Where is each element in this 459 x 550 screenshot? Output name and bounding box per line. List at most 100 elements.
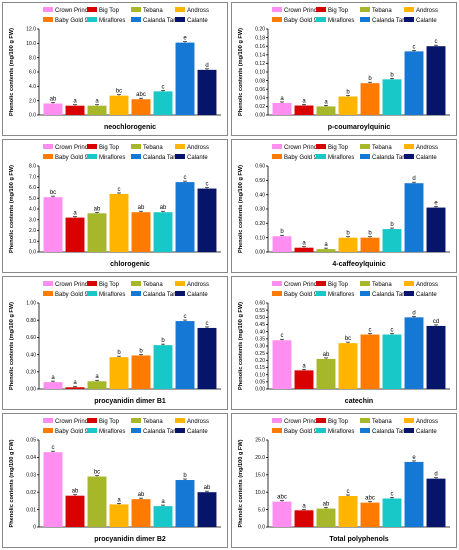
legend-item: Tebana bbox=[360, 144, 392, 151]
significance-label: ab bbox=[323, 352, 330, 358]
bar-big-top bbox=[294, 105, 314, 115]
significance-label: a bbox=[51, 375, 55, 381]
legend-label: Big Top bbox=[328, 282, 349, 288]
legend-label: Tebana bbox=[143, 8, 163, 14]
significance-label: ab bbox=[160, 205, 167, 211]
legend-label: Big Top bbox=[99, 419, 120, 425]
significance-label: a bbox=[73, 380, 77, 386]
chart-total-polyphenols: Crown Princess Big Top Tebana Andross Baby G… bbox=[238, 418, 450, 543]
legend-item: Calante bbox=[404, 17, 437, 24]
legend-swatch bbox=[131, 291, 141, 296]
bar-baby-gold-9 bbox=[360, 237, 380, 252]
legend-label: Tebana bbox=[372, 282, 392, 288]
y-tick-label: 1.0 bbox=[29, 239, 36, 245]
significance-label: a bbox=[302, 241, 306, 247]
y-tick-label: 0.00 bbox=[255, 387, 265, 393]
legend-label: Calante bbox=[416, 292, 437, 298]
legend-item: Big Top bbox=[316, 7, 349, 14]
legend-label: Big Top bbox=[99, 8, 120, 14]
y-tick-label: 6.0 bbox=[29, 185, 36, 191]
significance-label: a bbox=[95, 99, 99, 105]
bar-tebana bbox=[87, 213, 107, 252]
bar-miraflores bbox=[382, 79, 402, 115]
significance-label: bc bbox=[50, 190, 56, 196]
legend-label: Andross bbox=[187, 145, 209, 151]
legend-item: Calante bbox=[175, 17, 208, 24]
legend-item: Baby Gold 9 bbox=[43, 17, 89, 24]
legend-swatch bbox=[87, 17, 97, 22]
y-axis-label: Phenolic contents (mg/100 g FW) bbox=[9, 28, 15, 116]
legend-swatch bbox=[175, 281, 185, 286]
bar-andross bbox=[338, 96, 358, 115]
significance-label: a bbox=[302, 99, 306, 105]
bar-calanda-tardio bbox=[404, 317, 424, 389]
significance-label: bc bbox=[94, 469, 100, 475]
chart-title: neochlorogenic bbox=[104, 124, 156, 131]
legend-swatch bbox=[404, 144, 414, 149]
legend-label: Miraflores bbox=[328, 18, 354, 24]
significance-label: ab bbox=[94, 206, 101, 212]
legend-swatch bbox=[131, 17, 141, 22]
legend-swatch bbox=[87, 7, 97, 12]
legend-item: Crown Princess bbox=[272, 281, 326, 288]
y-tick-label: 10.0 bbox=[255, 490, 265, 496]
legend-item: Tebana bbox=[131, 144, 163, 151]
legend-swatch bbox=[316, 17, 326, 22]
legend-swatch bbox=[404, 428, 414, 433]
y-tick-label: 0.40 bbox=[255, 192, 265, 198]
legend-label: Miraflores bbox=[99, 292, 125, 298]
chart-title: Total polyphenols bbox=[329, 536, 388, 543]
significance-label: b bbox=[390, 72, 394, 78]
y-tick-label: 0.10 bbox=[255, 372, 265, 378]
significance-label: c bbox=[184, 314, 187, 320]
bar-calante bbox=[197, 188, 217, 252]
bar-calante bbox=[197, 69, 217, 115]
legend-item: Miraflores bbox=[87, 428, 125, 435]
y-tick-label: 12.0 bbox=[26, 27, 36, 33]
legend-item: Baby Gold 9 bbox=[272, 291, 318, 298]
legend-swatch bbox=[272, 418, 282, 423]
chart-catechin: Crown Princess Big Top Tebana Andross Baby G… bbox=[238, 281, 450, 405]
significance-label: cd bbox=[433, 319, 439, 325]
bar-big-top bbox=[65, 495, 85, 527]
legend-swatch bbox=[43, 7, 53, 12]
legend-swatch bbox=[316, 428, 326, 433]
significance-label: ab bbox=[50, 97, 57, 103]
legend-swatch bbox=[404, 17, 414, 22]
significance-label: d bbox=[412, 176, 415, 182]
legend-item: Tebana bbox=[360, 418, 392, 425]
legend-label: Calanda Tardio bbox=[372, 18, 413, 24]
bar-calanda-tardio bbox=[404, 51, 424, 115]
panel-procyanidin-dimer-b2: Crown Princess Big Top Tebana Andross Baby G… bbox=[2, 413, 228, 548]
legend-swatch bbox=[404, 7, 414, 12]
legend-label: Baby Gold 9 bbox=[284, 292, 318, 298]
y-tick-label: 0.35 bbox=[255, 337, 265, 343]
y-tick-label: 0.0 bbox=[29, 250, 36, 256]
chart-procyanidin-dimer-b2: Crown Princess Big Top Tebana Andross Baby G… bbox=[9, 418, 221, 543]
y-tick-label: 0.01 bbox=[26, 507, 36, 513]
panel-p-coumaroylquinic: Crown Princess Big Top Tebana Andross Baby G… bbox=[231, 2, 457, 136]
legend-label: Miraflores bbox=[328, 292, 354, 298]
legend-label: Big Top bbox=[99, 282, 120, 288]
legend-label: Baby Gold 9 bbox=[55, 18, 89, 24]
legend-label: Baby Gold 9 bbox=[284, 18, 318, 24]
panel-catechin: Crown Princess Big Top Tebana Andross Baby G… bbox=[231, 276, 457, 410]
legend-swatch bbox=[360, 281, 370, 286]
legend-item: Crown Princess bbox=[43, 418, 97, 425]
legend-item: Calante bbox=[175, 291, 208, 298]
bar-crown-princess bbox=[272, 340, 292, 389]
legend-label: Baby Gold 9 bbox=[284, 429, 318, 435]
legend-label: Miraflores bbox=[328, 155, 354, 161]
bar-miraflores bbox=[153, 212, 173, 252]
bar-crown-princess bbox=[43, 197, 63, 252]
legend-item: Andross bbox=[175, 7, 209, 14]
significance-label: b bbox=[161, 338, 165, 344]
legend-swatch bbox=[272, 291, 282, 296]
significance-label: b bbox=[346, 231, 350, 237]
significance-label: b bbox=[280, 229, 284, 235]
panel-total-polyphenols: Crown Princess Big Top Tebana Andross Baby G… bbox=[231, 413, 457, 548]
bar-big-top bbox=[294, 510, 314, 527]
legend-item: Miraflores bbox=[316, 154, 354, 161]
bar-calante bbox=[426, 207, 446, 252]
